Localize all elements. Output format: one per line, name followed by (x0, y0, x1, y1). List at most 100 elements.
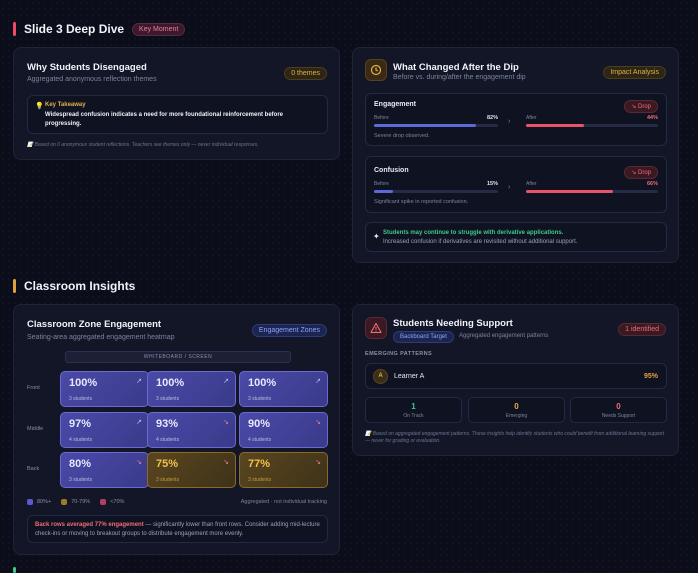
key-moment-badge: Key Moment (132, 22, 186, 36)
zone-cell[interactable]: 100% 3 students ↗ (147, 371, 236, 407)
section-title: Slide 3 Deep Dive (24, 22, 125, 36)
stat-count: 0 (514, 402, 519, 411)
before-value: 82% (486, 115, 498, 121)
insight-text: Increased confusion if derivatives are r… (383, 239, 578, 245)
zone-summary-box: Back rows averaged 77% engagement — sign… (27, 515, 328, 543)
footnote-text: Based on 0 anonymous student reflections… (34, 142, 259, 148)
summary-text: — significantly lower than front rows. C… (35, 522, 320, 537)
before-label: Before (374, 181, 389, 187)
takeaway-text: Widespread confusion indicates a need fo… (45, 112, 283, 127)
prediction-insight-box: ✦ Students may continue to struggle with… (365, 222, 667, 252)
learner-name: Learner A (394, 373, 425, 380)
legend-swatch (100, 499, 107, 505)
zone-percentage: 100% (69, 377, 98, 389)
zone-cell[interactable]: 90% 4 students ↘ (239, 412, 328, 448)
engagement-zones-badge: Engagement Zones (251, 324, 327, 337)
zone-student-count: 3 students (156, 477, 180, 483)
learner-avatar: A (373, 369, 388, 384)
summary-highlight: Back rows averaged 77% engagement (35, 522, 144, 528)
zone-cell[interactable]: 97% 4 students ↗ (60, 412, 149, 448)
legend-note: Aggregated · not individual tracking (240, 499, 327, 505)
after-value: 44% (646, 115, 658, 121)
trend-down-icon: ↘ (315, 419, 321, 426)
legend-label: <70% (110, 499, 125, 506)
support-footnote: 📝 Based on aggregated engagement pattern… (365, 431, 670, 445)
chevron-right-icon: › (508, 118, 511, 125)
zone-percentage: 77% (248, 458, 271, 470)
identified-count-badge: 1 identified (618, 323, 666, 336)
zone-student-count: 4 students (69, 437, 93, 443)
before-bar (374, 190, 498, 193)
after-bar-fill (526, 190, 614, 193)
before-value: 15% (486, 181, 498, 187)
after-value: 66% (646, 181, 658, 187)
stat-label: Needs Support (601, 413, 636, 419)
patterns-label: EMERGING PATTERNS (365, 351, 433, 357)
zone-cell[interactable]: 100% 3 students ↗ (239, 371, 328, 407)
after-label: After (526, 181, 537, 187)
what-changed-card: What Changed After the Dip Before vs. du… (352, 47, 679, 263)
zone-student-count: 3 students (69, 396, 93, 402)
zone-cell[interactable]: 100% 3 students ↗ (60, 371, 149, 407)
zone-student-count: 4 students (248, 437, 272, 443)
stat-box: 0 Emerging (468, 397, 565, 423)
card-title: What Changed After the Dip (393, 62, 519, 73)
card-title: Why Students Disengaged (27, 62, 147, 73)
engagement-metric-box: Engagement ↘ Drop Before 82% › After 44%… (365, 93, 667, 146)
disengaged-card: Why Students Disengaged Aggregated anony… (13, 47, 340, 160)
trend-down-icon: ↘ (136, 459, 142, 466)
impact-analysis-badge: Impact Analysis (603, 66, 666, 79)
notes-icon: 📝 (27, 142, 35, 148)
card-subtitle: Before vs. during/after the engagement d… (393, 74, 526, 81)
legend-item: <70% (100, 499, 124, 505)
stat-box: 0 Needs Support (570, 397, 667, 423)
heatmap-legend: 80%+ 70-79% <70% (27, 499, 124, 505)
zone-engagement-card: Classroom Zone Engagement Seating-area a… (13, 304, 340, 555)
stat-box: 1 On Track (365, 397, 462, 423)
learner-percentage: 95% (643, 373, 658, 380)
stat-count: 1 (411, 402, 416, 411)
before-bar-fill (374, 124, 476, 127)
zone-cell[interactable]: 75% 3 students ↘ (147, 452, 236, 488)
metric-name: Confusion (374, 167, 409, 174)
card-subtitle: Aggregated anonymous reflection themes (27, 76, 157, 83)
students-support-card: Students Needing Support Backboard Targe… (352, 304, 679, 456)
zone-percentage: 75% (156, 458, 179, 470)
legend-swatch (61, 499, 68, 505)
zone-cell[interactable]: 80% 3 students ↘ (60, 452, 149, 488)
legend-label: 80%+ (37, 499, 52, 506)
card-title: Students Needing Support (393, 318, 513, 329)
section-accent-bar (13, 22, 16, 36)
trend-down-icon: ↘ (223, 419, 229, 426)
zone-row-label: Middle (27, 426, 44, 432)
trend-up-icon: ↗ (223, 378, 229, 385)
key-takeaway-box: 💡 Key Takeaway Widespread confusion indi… (27, 95, 328, 134)
zone-percentage: 90% (248, 418, 271, 430)
notes-icon: 📝 (365, 431, 373, 437)
trend-up-icon: ↗ (136, 419, 142, 426)
section-header-classroom: Classroom Insights (13, 279, 135, 293)
zone-student-count: 3 students (156, 396, 180, 402)
after-bar-fill (526, 124, 585, 127)
after-label: After (526, 115, 537, 121)
zone-cell[interactable]: 93% 4 students ↘ (147, 412, 236, 448)
learner-row[interactable]: A Learner A 95% (365, 363, 667, 389)
zone-cell[interactable]: 77% 3 students ↘ (239, 452, 328, 488)
trend-up-icon: ↗ (315, 378, 321, 385)
drop-badge: ↘ Drop (624, 166, 658, 179)
lightbulb-icon: 💡 (35, 103, 44, 110)
zone-student-count: 3 students (248, 396, 272, 402)
footnote-text: Based on aggregated engagement patterns.… (365, 431, 665, 444)
trend-down-icon: ↘ (315, 459, 321, 466)
zone-percentage: 100% (248, 377, 277, 389)
zone-student-count: 3 students (248, 477, 272, 483)
zone-row-label: Back (27, 466, 40, 472)
section-header-slide-3: Slide 3 Deep Dive Key Moment (13, 22, 186, 36)
legend-label: 70-79% (71, 499, 91, 506)
metric-note: Severe drop observed. (374, 133, 430, 139)
legend-item: 80%+ (27, 499, 51, 505)
card-subtitle: Seating-area aggregated engagement heatm… (27, 334, 175, 341)
tag-note: Aggregated engagement patterns (459, 333, 549, 339)
confusion-metric-box: Confusion ↘ Drop Before 15% › After 66% … (365, 156, 667, 213)
stat-label: On Track (403, 413, 424, 419)
